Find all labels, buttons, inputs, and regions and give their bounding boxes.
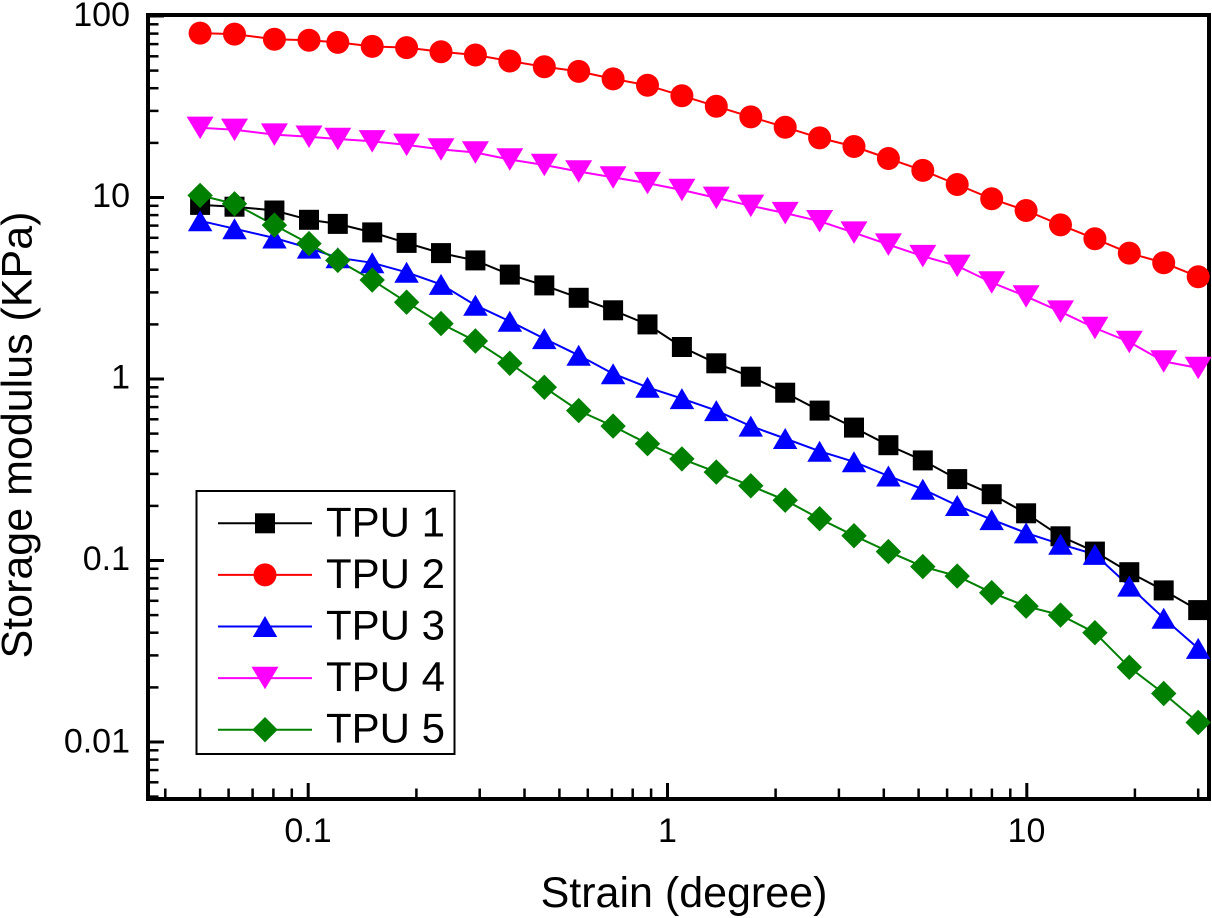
svg-text:10: 10	[92, 177, 130, 215]
svg-text:0.01: 0.01	[64, 723, 130, 761]
svg-text:TPU 5: TPU 5	[326, 705, 445, 752]
svg-text:Storage modulus (KPa): Storage modulus (KPa)	[0, 212, 42, 659]
svg-text:1: 1	[111, 359, 130, 397]
svg-text:TPU 2: TPU 2	[326, 550, 445, 597]
svg-text:TPU 1: TPU 1	[326, 498, 445, 545]
svg-text:TPU 4: TPU 4	[326, 653, 445, 700]
svg-text:0.1: 0.1	[83, 540, 130, 578]
svg-text:10: 10	[1008, 812, 1046, 850]
svg-text:100: 100	[73, 0, 130, 34]
svg-text:TPU 3: TPU 3	[326, 602, 445, 649]
svg-text:1: 1	[658, 812, 677, 850]
svg-text:0.1: 0.1	[284, 812, 331, 850]
svg-text:Strain (degree): Strain (degree)	[541, 869, 828, 917]
